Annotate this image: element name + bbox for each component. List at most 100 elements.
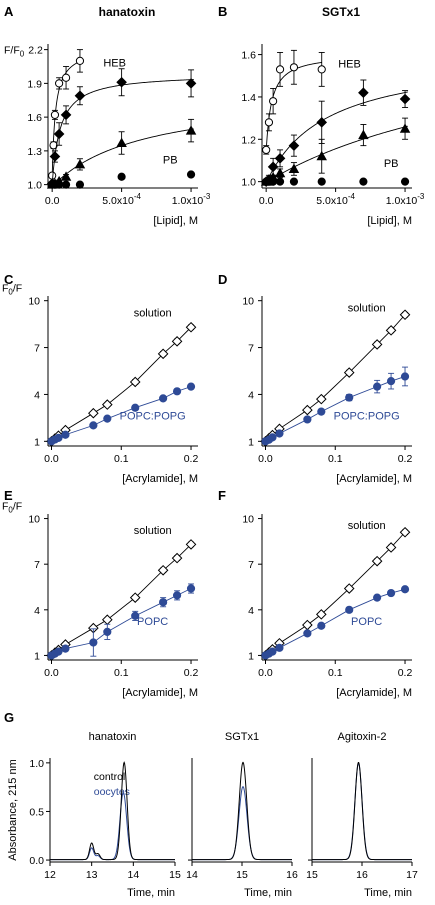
data-point-filled-diamond xyxy=(49,151,61,162)
data-point-open-diamond xyxy=(371,339,383,350)
y-tick-label: 1 xyxy=(34,650,40,662)
data-point-filled-triangle xyxy=(288,163,300,173)
series-label-lipid: POPC xyxy=(351,616,382,628)
data-point-open-circle xyxy=(275,65,285,74)
x-tick-label: 0.1 xyxy=(328,453,343,465)
y-tick-label: 1.2 xyxy=(241,134,256,146)
series-label-lipid: POPC xyxy=(137,616,168,628)
data-point-open-circle xyxy=(61,73,71,82)
x-tick-label: 13 xyxy=(86,869,98,881)
data-point-open-diamond xyxy=(171,336,183,347)
x-tick-label: 0.2 xyxy=(184,667,199,679)
x-tick-label: 14 xyxy=(127,869,139,881)
y-axis-label-pre: F xyxy=(2,283,8,295)
x-axis-label: [Acrylamide], M xyxy=(122,687,198,699)
y-tick-label: 0.5 xyxy=(29,806,44,818)
data-point-filled-circle xyxy=(75,180,85,189)
data-point-filled-triangle xyxy=(358,129,369,140)
data-point-filled-circle xyxy=(54,433,63,442)
panel-letter-a: A xyxy=(4,4,14,19)
y-tick-label: 4 xyxy=(248,389,254,401)
data-point-filled-circle xyxy=(61,644,70,653)
x-tick-exponent: -4 xyxy=(134,192,142,201)
data-point-filled-circle xyxy=(103,414,112,423)
x-tick-label: 15 xyxy=(236,869,248,881)
series-label-lipid: POPC:POPG xyxy=(334,410,400,422)
series-label-solution: solution xyxy=(134,307,172,319)
data-point-filled-diamond xyxy=(185,78,197,89)
data-point-open-diamond xyxy=(129,376,141,388)
data-point-open-diamond xyxy=(157,564,169,576)
data-point-open-diamond xyxy=(371,555,383,567)
data-point-filled-triangle xyxy=(399,123,411,133)
data-point-open-diamond xyxy=(302,619,313,631)
data-point-open-diamond xyxy=(101,614,113,626)
data-point-open-diamond xyxy=(385,542,397,553)
x-tick-label: 15 xyxy=(306,869,318,881)
data-point-filled-circle xyxy=(303,415,312,424)
data-point-filled-circle xyxy=(373,382,382,391)
x-tick-label: 5.0x10-4 xyxy=(102,192,141,207)
x-axis-label: Time, min xyxy=(127,887,175,899)
panel-g-agitoxin-2-title: Agitoxin-2 xyxy=(338,731,387,743)
data-point-filled-circle xyxy=(317,177,326,186)
series-line xyxy=(51,588,192,656)
series-label-solution: solution xyxy=(348,520,386,532)
x-tick-label: 0.2 xyxy=(398,453,413,465)
y-tick-label: 1 xyxy=(248,436,254,448)
x-tick-mantissa: 1.0x10 xyxy=(172,195,204,207)
x-tick-label: 5.0x10-4 xyxy=(316,192,355,207)
x-tick-label: 1.0x10-3 xyxy=(386,192,425,207)
series-label-solution: solution xyxy=(134,525,172,537)
y-tick-label: 7 xyxy=(248,343,254,355)
chromatogram-trace-control xyxy=(312,761,412,861)
y-tick-label: 4 xyxy=(34,605,40,617)
x-tick-mantissa: 1.0x10 xyxy=(386,195,418,207)
data-point-open-diamond xyxy=(343,583,355,594)
data-point-filled-triangle xyxy=(185,125,197,135)
x-tick-label: 0.0 xyxy=(44,453,59,465)
chromatogram-trace-oocytes xyxy=(312,762,412,861)
series-line xyxy=(51,544,192,656)
y-tick-label: 7 xyxy=(248,559,254,571)
chromatogram-trace-control xyxy=(50,761,175,861)
data-point-open-circle xyxy=(50,110,60,119)
x-tick-label: 1.0x10-3 xyxy=(172,192,211,207)
data-point-open-diamond xyxy=(101,399,113,410)
data-point-filled-circle xyxy=(275,429,284,438)
data-point-filled-circle xyxy=(186,170,196,179)
x-tick-label: 0.1 xyxy=(328,667,343,679)
data-point-open-circle xyxy=(317,65,326,74)
data-point-filled-circle xyxy=(345,605,354,614)
data-point-filled-circle xyxy=(269,177,278,186)
data-point-filled-circle xyxy=(159,598,168,607)
y-tick-label: 2.2 xyxy=(28,45,43,57)
x-tick-exponent: -3 xyxy=(203,192,211,201)
x-tick-label: 0.0 xyxy=(44,667,59,679)
y-axis-label-sub: 0 xyxy=(8,288,13,297)
y-tick-label: 1.0 xyxy=(241,177,256,189)
data-point-filled-circle xyxy=(172,387,182,396)
y-axis-label-main: /F xyxy=(13,283,22,295)
series-label-lipid: POPC:POPG xyxy=(120,410,186,422)
data-point-filled-circle xyxy=(131,611,140,620)
y-axis-label-sub: 0 xyxy=(8,506,13,515)
series-line xyxy=(51,326,192,442)
x-tick-label: 12 xyxy=(44,869,56,881)
data-point-open-diamond xyxy=(88,407,99,419)
y-axis-label-main: /F xyxy=(13,501,22,513)
data-point-filled-circle xyxy=(89,638,98,647)
x-tick-label: 0.1 xyxy=(114,453,129,465)
series-label-solution: solution xyxy=(348,303,386,315)
x-tick-label: 16 xyxy=(286,869,298,881)
panel-letter-d: D xyxy=(218,272,227,287)
data-point-filled-diamond xyxy=(358,87,369,99)
x-tick-label: 0.1 xyxy=(114,667,129,679)
y-tick-label: 1.6 xyxy=(241,50,256,62)
x-tick-mantissa: 5.0x10 xyxy=(102,195,134,207)
y-tick-label: 10 xyxy=(242,296,254,308)
data-point-filled-triangle xyxy=(60,171,72,181)
y-tick-label: 1.0 xyxy=(27,180,42,192)
data-point-filled-diamond xyxy=(60,109,72,121)
